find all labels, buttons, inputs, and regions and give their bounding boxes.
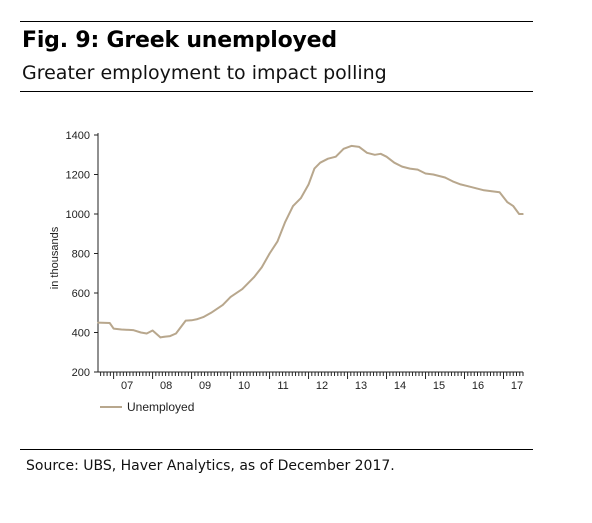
series-line-unemployed — [97, 144, 523, 339]
data-point — [374, 153, 376, 156]
data-point — [416, 168, 419, 171]
data-point — [221, 304, 224, 306]
data-point — [444, 176, 446, 179]
chart-axes — [97, 133, 523, 373]
data-point — [327, 157, 329, 160]
x-tick-label: 10 — [238, 380, 250, 392]
y-axis-ticks: 200 400 600 800 1000 1200 1400 — [66, 130, 98, 379]
data-point — [319, 161, 322, 164]
data-point — [459, 183, 462, 186]
top-rule — [20, 21, 533, 22]
bottom-rule — [20, 449, 533, 450]
x-axis-ticks: 07 08 09 10 11 12 13 14 15 16 17 — [100, 372, 524, 392]
data-point — [196, 318, 199, 320]
data-point — [342, 148, 345, 150]
data-point — [268, 252, 271, 255]
data-point — [299, 197, 302, 199]
x-tick-label: 11 — [277, 380, 288, 392]
data-point — [120, 328, 123, 331]
y-tick-label: 1000 — [66, 209, 90, 221]
data-point — [358, 146, 361, 148]
data-point — [424, 172, 427, 175]
data-point — [140, 331, 142, 334]
data-point — [518, 213, 520, 215]
data-point — [393, 161, 396, 164]
x-tick-label: 14 — [394, 380, 406, 392]
data-point — [350, 145, 353, 147]
x-tick-label: 16 — [472, 380, 484, 392]
data-point — [260, 266, 263, 269]
data-point — [276, 240, 279, 243]
data-point — [506, 201, 509, 203]
data-point — [132, 329, 134, 331]
data-point — [210, 311, 212, 314]
data-point — [97, 321, 99, 324]
data-point — [292, 205, 294, 207]
data-point — [145, 332, 148, 335]
data-point — [335, 155, 337, 158]
x-tick-label: 13 — [355, 380, 367, 392]
data-point — [112, 327, 115, 330]
data-point — [169, 335, 171, 337]
data-point — [401, 165, 403, 168]
y-tick-label: 400 — [72, 328, 90, 340]
data-point — [491, 190, 493, 193]
data-point — [467, 185, 470, 188]
data-point — [452, 180, 454, 183]
data-point — [483, 189, 485, 192]
data-point — [475, 187, 478, 190]
x-tick-label: 07 — [121, 380, 133, 392]
data-point — [163, 336, 166, 338]
data-point — [284, 221, 286, 223]
data-point — [184, 319, 187, 322]
data-point — [159, 336, 162, 339]
figure-subtitle: Greater employment to impact polling — [22, 62, 387, 84]
x-tick-label: 17 — [511, 380, 523, 392]
x-tick-label: 12 — [316, 380, 328, 392]
data-point — [175, 332, 177, 335]
figure-title: Fig. 9: Greek unemployed — [22, 28, 337, 53]
data-point — [385, 155, 388, 158]
data-point — [253, 276, 255, 279]
data-point — [432, 173, 435, 176]
data-point — [313, 167, 316, 170]
chart-series — [97, 144, 524, 339]
data-point — [241, 288, 244, 290]
y-axis-title: in thousands — [49, 226, 61, 289]
data-point — [202, 316, 205, 318]
x-tick-label: 15 — [433, 380, 445, 392]
data-point — [108, 322, 111, 324]
legend: Unemployed — [100, 400, 194, 414]
x-tick-label: 08 — [160, 380, 172, 392]
y-tick-label: 600 — [72, 288, 90, 300]
x-tick-label: 09 — [199, 380, 211, 392]
data-point — [366, 151, 368, 154]
source-note: Source: UBS, Haver Analytics, as of Dece… — [26, 458, 395, 474]
legend-label-unemployed: Unemployed — [127, 400, 194, 414]
y-tick-label: 1200 — [66, 170, 90, 182]
data-point — [498, 191, 501, 194]
data-point — [409, 167, 411, 170]
data-point — [229, 296, 232, 298]
y-tick-label: 800 — [72, 249, 90, 261]
subtitle-rule — [20, 91, 533, 92]
y-tick-label: 1400 — [66, 130, 90, 142]
data-point — [190, 319, 193, 322]
data-point — [307, 183, 310, 186]
data-point — [379, 152, 382, 155]
data-point — [151, 329, 154, 332]
y-tick-label: 200 — [72, 367, 90, 379]
data-point — [522, 213, 524, 215]
data-point — [512, 205, 515, 207]
